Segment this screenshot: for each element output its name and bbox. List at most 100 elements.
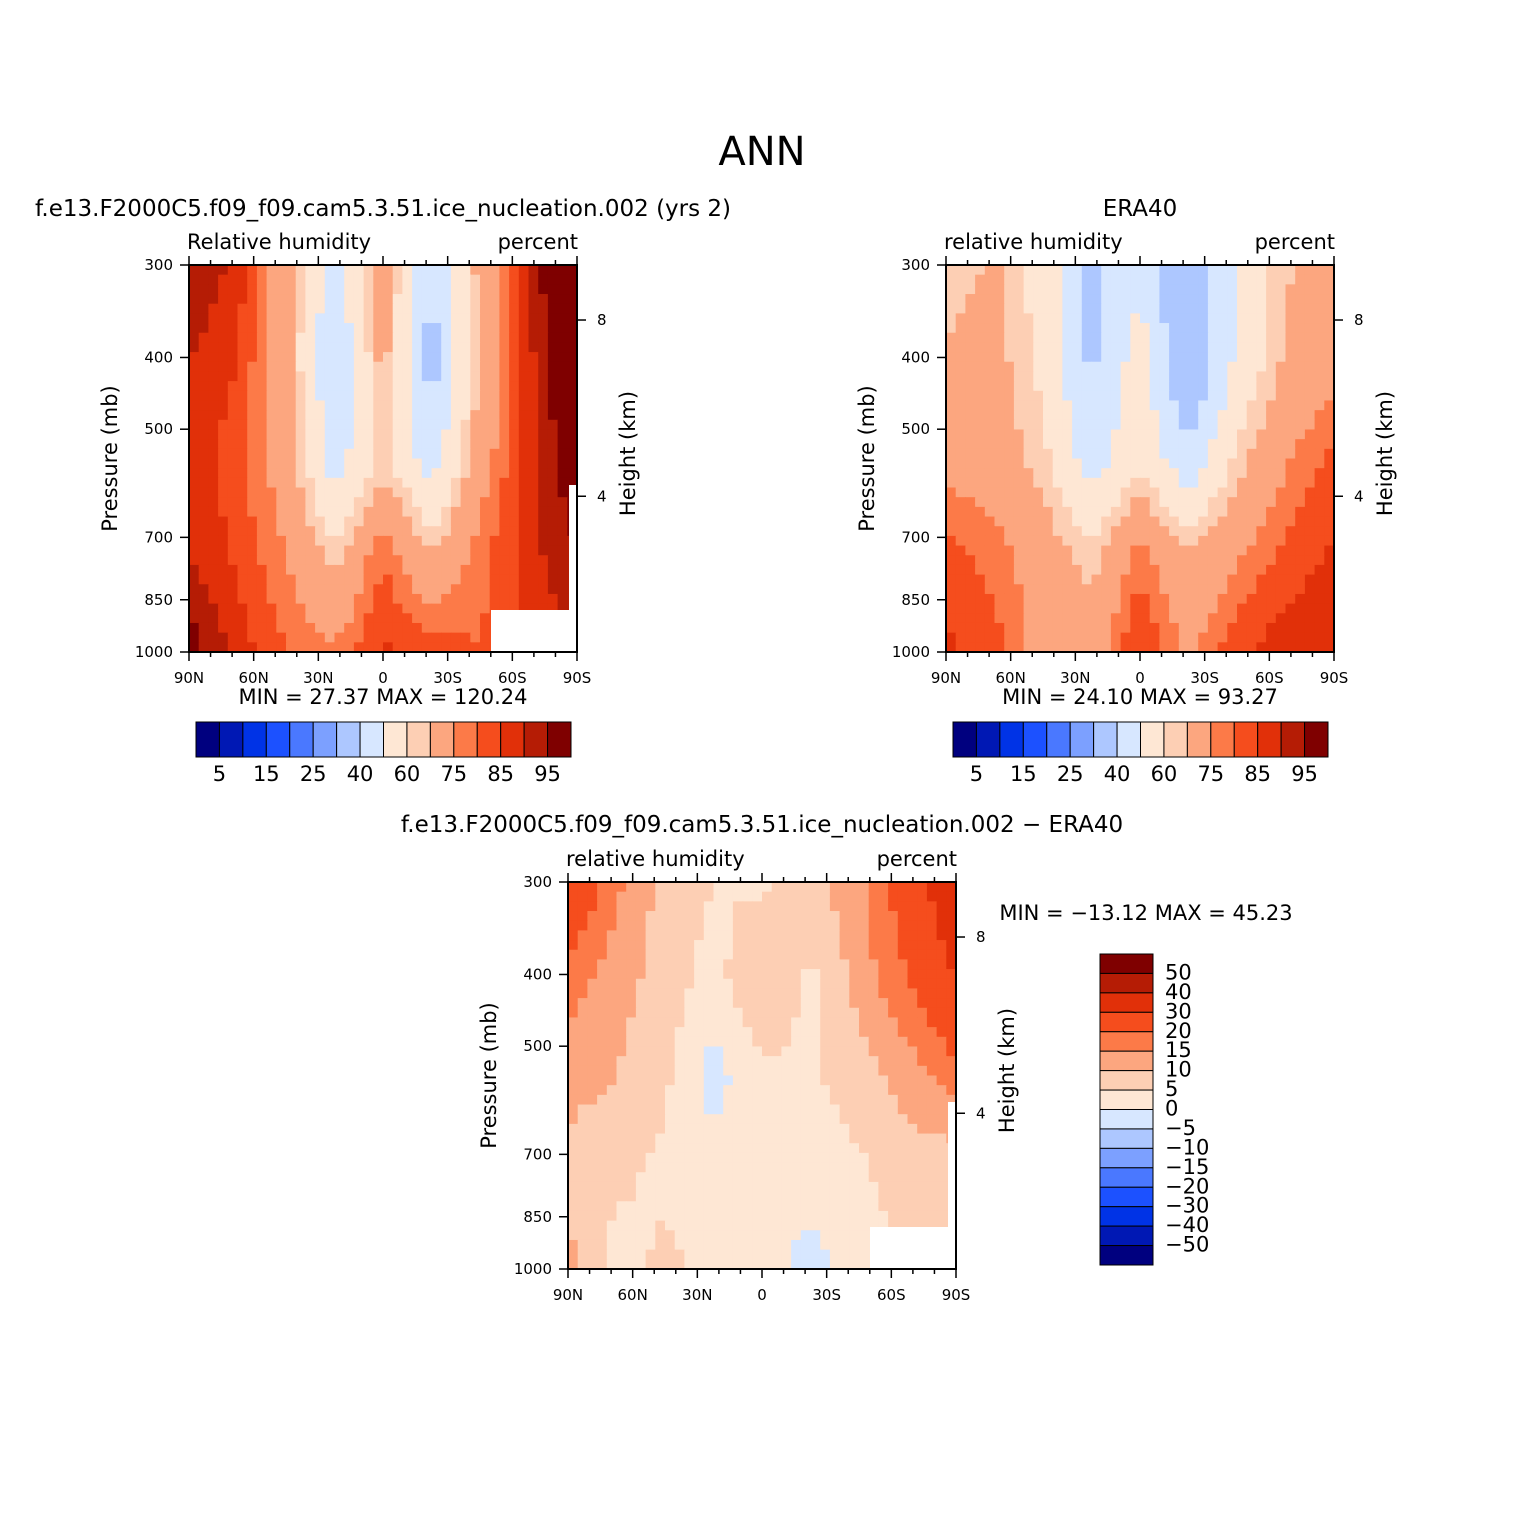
field-cell	[441, 574, 452, 585]
field-cell	[888, 978, 899, 990]
field-cell	[984, 265, 996, 276]
field-cell	[557, 274, 568, 285]
field-cell	[645, 940, 656, 951]
field-cell	[247, 381, 258, 392]
field-cell	[955, 265, 966, 276]
field-cell	[878, 1172, 889, 1183]
field-cell	[247, 487, 258, 498]
field-cell	[189, 555, 200, 566]
field-cell	[1295, 303, 1306, 314]
field-cell	[791, 1114, 802, 1125]
field-cell	[208, 410, 219, 421]
field-cell	[684, 1259, 695, 1270]
field-cell	[470, 574, 481, 585]
field-cell	[557, 313, 568, 324]
field-cell	[994, 361, 1005, 373]
field-cell	[557, 265, 568, 276]
field-cell	[723, 969, 734, 980]
field-cell	[994, 603, 1005, 614]
field-cell	[878, 940, 889, 951]
field-cell	[1285, 332, 1296, 344]
field-cell	[412, 506, 423, 518]
field-cell	[412, 410, 423, 421]
field-cell	[975, 352, 986, 363]
field-cell	[276, 555, 287, 566]
field-cell	[1275, 371, 1287, 382]
field-cell	[1110, 622, 1122, 634]
field-cell	[421, 284, 433, 295]
field-cell	[353, 284, 365, 295]
field-cell	[247, 545, 258, 556]
field-cell	[1178, 555, 1190, 566]
field-cell	[1178, 477, 1190, 489]
field-cell	[1285, 342, 1296, 353]
field-cell	[392, 545, 403, 556]
field-cell	[655, 911, 666, 922]
field-cell	[655, 1085, 666, 1096]
field-cell	[1285, 352, 1296, 363]
field-cell	[441, 342, 452, 353]
field-cell	[1188, 468, 1199, 479]
field-cell	[218, 516, 229, 527]
field-cell	[538, 390, 549, 402]
field-cell	[266, 622, 277, 634]
field-cell	[1266, 419, 1277, 431]
field-cell	[1207, 487, 1219, 498]
field-cell	[752, 891, 763, 902]
field-cell	[353, 294, 365, 305]
field-cell	[800, 1085, 812, 1096]
field-cell	[752, 1201, 763, 1212]
field-cell	[1130, 448, 1141, 460]
field-cell	[1081, 352, 1093, 363]
field-cell	[597, 1249, 608, 1260]
field-cell	[1256, 361, 1267, 373]
field-cell	[256, 371, 268, 382]
field-cell	[324, 526, 336, 537]
field-cell	[315, 584, 326, 595]
field-cell	[324, 574, 336, 585]
field-cell	[606, 1172, 618, 1183]
field-cell	[645, 882, 656, 893]
field-cell	[1188, 419, 1199, 431]
field-cell	[1023, 284, 1034, 295]
field-cell	[665, 1123, 676, 1135]
field-cell	[509, 332, 520, 344]
field-cell	[499, 313, 510, 324]
field-cell	[1188, 265, 1199, 276]
field-cell	[198, 516, 209, 527]
field-cell	[791, 1036, 802, 1048]
field-cell	[674, 1162, 685, 1173]
field-cell	[1304, 448, 1316, 460]
field-cell	[295, 526, 306, 537]
field-cell	[324, 477, 336, 489]
field-cell	[208, 477, 219, 489]
field-cell	[568, 1191, 579, 1202]
field-cell	[1256, 342, 1267, 353]
field-cell	[295, 613, 306, 624]
field-cell	[713, 882, 724, 893]
field-cell	[256, 555, 268, 566]
field-cell	[955, 390, 966, 402]
field-cell	[839, 930, 850, 941]
field-cell	[499, 323, 510, 334]
field-cell	[480, 448, 491, 460]
field-cell	[859, 1027, 870, 1038]
field-cell	[256, 535, 268, 547]
field-cell	[431, 526, 442, 537]
field-cell	[1033, 564, 1044, 576]
field-cell	[383, 390, 394, 402]
field-cell	[237, 410, 248, 421]
field-cell	[1198, 439, 1209, 450]
field-cell	[392, 458, 403, 469]
field-cell	[1207, 361, 1219, 373]
field-cell	[849, 1230, 860, 1241]
field-cell	[888, 911, 899, 922]
field-cell	[1256, 603, 1267, 614]
field-cell	[402, 642, 413, 653]
y-tick-label: 300	[144, 256, 173, 274]
field-cell	[917, 901, 928, 912]
field-cell	[694, 1249, 705, 1260]
field-cell	[1207, 477, 1219, 489]
field-cell	[237, 381, 248, 392]
field-cell	[1004, 603, 1015, 614]
